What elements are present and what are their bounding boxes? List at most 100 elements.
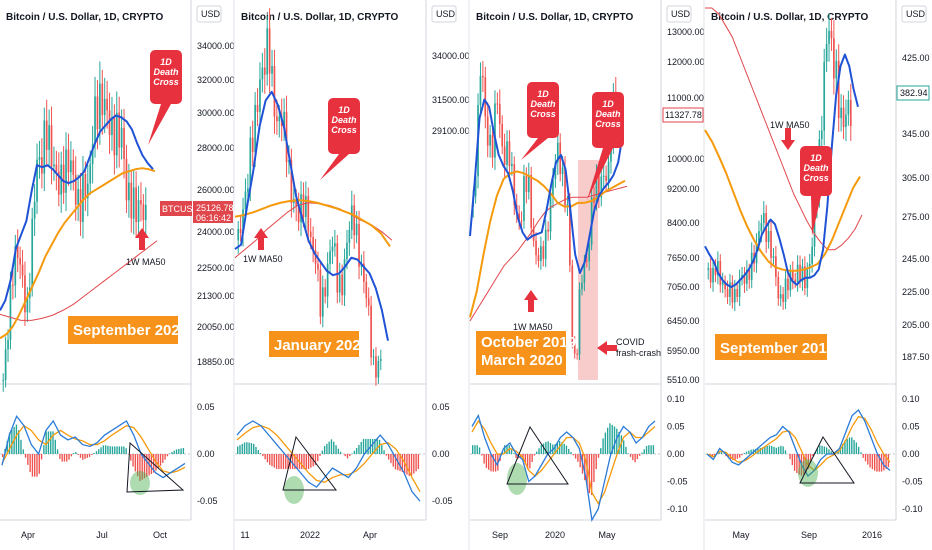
- period-label-box: [715, 334, 827, 360]
- y-tick-label: 30000.00: [197, 108, 235, 118]
- candle-body: [527, 174, 530, 193]
- histogram-bar: [38, 454, 40, 474]
- histogram-bar: [593, 454, 595, 482]
- histogram-bar: [604, 432, 607, 454]
- callout-pointer: [811, 196, 821, 236]
- candle-body: [823, 61, 826, 131]
- histogram-bar: [77, 454, 79, 455]
- candle-body: [358, 223, 360, 267]
- histogram-bar: [136, 454, 139, 477]
- candle-body: [103, 98, 106, 116]
- histogram-bar: [481, 454, 483, 456]
- ma-blue-line: [0, 114, 154, 311]
- candle-body: [263, 67, 266, 75]
- callout-text-line: Death: [530, 99, 556, 109]
- histogram-bar: [125, 448, 127, 454]
- candle-body: [251, 137, 254, 153]
- histogram-bar: [545, 441, 547, 454]
- histogram-bar: [773, 446, 775, 454]
- x-tick-label: Sep: [801, 530, 817, 540]
- candle-body: [101, 83, 104, 116]
- bottom-shade: [507, 463, 527, 495]
- histogram-bar: [310, 454, 312, 468]
- period-label: September 2015: [720, 340, 835, 357]
- histogram-bar: [335, 445, 337, 454]
- candle-body: [791, 271, 794, 280]
- ticker-tag: [160, 201, 192, 216]
- candle-body: [130, 182, 133, 219]
- histogram-bar: [8, 432, 11, 454]
- histogram-bar: [476, 445, 478, 454]
- candle-body: [600, 176, 603, 198]
- histogram-bar: [88, 454, 91, 457]
- histogram-bar: [739, 454, 741, 458]
- candle-body: [796, 264, 799, 283]
- candle-body: [535, 240, 537, 256]
- candle-body: [820, 130, 823, 140]
- histogram-bar: [595, 454, 597, 470]
- callout-text: 1D Death Cross: [153, 57, 179, 87]
- candle-body: [254, 104, 256, 153]
- histogram-bar: [337, 448, 340, 454]
- currency-button[interactable]: [666, 5, 692, 23]
- histogram-bar: [91, 454, 93, 455]
- candle-body: [268, 28, 271, 74]
- candle-body: [479, 75, 482, 105]
- death-cross-callout: [328, 98, 360, 154]
- candle-body: [353, 205, 356, 236]
- last-price-tag: [896, 85, 930, 101]
- histogram-bar: [638, 454, 641, 456]
- y-tick-label: 7050.00: [667, 282, 700, 292]
- histogram-bar: [485, 454, 488, 469]
- candle-body: [77, 189, 79, 205]
- histogram-bar: [616, 428, 618, 454]
- histogram-bar: [417, 454, 420, 470]
- chart-panel-2: Bitcoin / U.S. Dollar, 1D, CRYPTO USD 3400…: [233, 0, 470, 550]
- death-cross-callout: [592, 92, 624, 148]
- currency-button[interactable]: [196, 5, 222, 23]
- candle-body: [842, 107, 845, 127]
- y-tick-label: 32000.00: [197, 75, 235, 85]
- candle-body: [128, 182, 130, 201]
- price-axis-strip: [896, 0, 932, 550]
- candle-body: [367, 298, 370, 306]
- histogram-bar: [31, 454, 34, 477]
- currency-button[interactable]: [431, 5, 457, 23]
- histogram-bar: [116, 446, 118, 454]
- currency-button[interactable]: [901, 5, 927, 23]
- histogram-bar: [652, 445, 655, 454]
- candle-body: [518, 213, 520, 221]
- histogram-bar: [333, 441, 335, 454]
- callout-text-line: 1D: [160, 57, 172, 67]
- histogram-bar: [178, 448, 180, 454]
- histogram-bar: [157, 454, 159, 469]
- y-tick-label: 275.00: [902, 212, 930, 222]
- histogram-bar: [759, 447, 761, 454]
- histogram-bar: [490, 454, 492, 472]
- histogram-bar: [79, 454, 82, 458]
- candle-body: [610, 144, 612, 162]
- histogram-bar: [880, 454, 883, 472]
- candle-body: [79, 189, 82, 222]
- candle-body: [605, 175, 607, 181]
- histogram-bar: [622, 440, 625, 454]
- histogram-bar: [305, 454, 307, 470]
- osc-tick-label: 0.00: [902, 449, 920, 459]
- histogram-bar: [134, 454, 137, 472]
- histogram-bar: [600, 448, 602, 454]
- histogram-bar: [572, 454, 575, 456]
- histogram-bar: [266, 454, 269, 463]
- candle-body: [94, 96, 96, 145]
- histogram-bar: [394, 454, 397, 470]
- osc-tick-label: 0.05: [902, 422, 920, 432]
- candle-body: [329, 251, 331, 264]
- histogram-bar: [280, 454, 282, 470]
- candle-body: [549, 197, 552, 232]
- candle-body: [288, 160, 290, 163]
- candle-body: [295, 199, 298, 207]
- histogram-bar: [376, 438, 378, 454]
- histogram-bar: [250, 443, 253, 454]
- candle-body: [341, 274, 343, 296]
- x-tick-label: 2020: [545, 530, 565, 540]
- period-label-box: [68, 316, 178, 344]
